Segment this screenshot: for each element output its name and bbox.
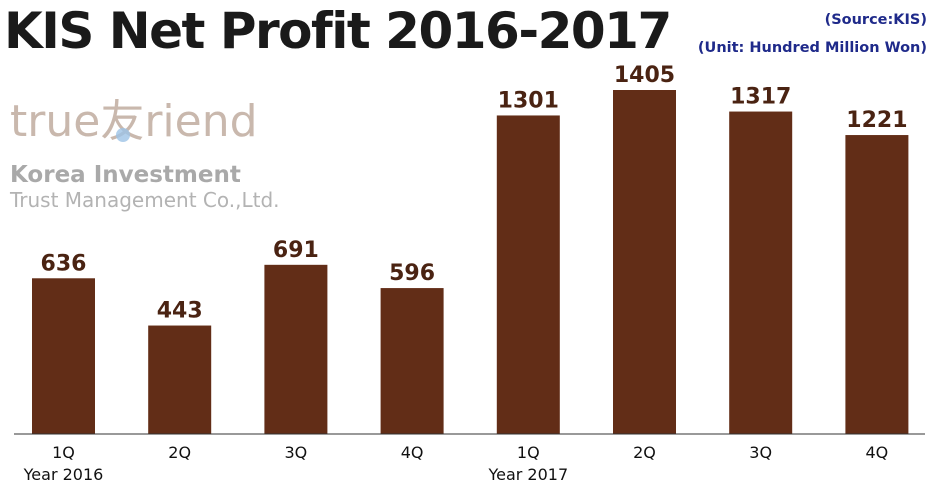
year-label-group: Year 2016 Year 2017 [23, 465, 568, 484]
bar-4 [380, 288, 444, 434]
source-note: (Source:KIS) [824, 12, 927, 28]
x-tick-label-3: 3Q [285, 443, 308, 462]
bar-group [32, 90, 909, 435]
data-label-5: 1301 [498, 88, 559, 113]
x-tick-label-6: 2Q [633, 443, 656, 462]
logo-company-subname: Trust Management Co.,Ltd. [10, 188, 280, 212]
data-label-8: 1221 [846, 108, 907, 133]
data-label-4: 596 [389, 261, 435, 286]
bar-1 [32, 278, 95, 434]
x-tick-label-1: 1Q [52, 443, 75, 462]
x-tick-label-4: 4Q [401, 443, 424, 462]
bar-3 [264, 264, 328, 434]
company-logo: true友 riend Korea Investment Trust Manage… [10, 100, 280, 213]
logo-glyph-icon: 友 [100, 96, 145, 147]
x-tick-label-2: 2Q [168, 443, 191, 462]
x-tick-label-8: 4Q [866, 443, 889, 462]
unit-note: (Unit: Hundred Million Won) [697, 40, 927, 56]
group-label-1: Year 2016 [23, 465, 104, 484]
bar-7 [729, 111, 793, 435]
logo-wordmark: true友 riend [10, 100, 280, 144]
bar-8 [845, 135, 909, 434]
x-tick-group: 1Q 2Q 3Q 4Q 1Q 2Q 3Q 4Q [52, 443, 888, 462]
data-label-2: 443 [157, 299, 203, 324]
value-label-group: 636 443 691 596 1301 1405 1317 1221 [41, 63, 908, 324]
bar-2 [148, 325, 212, 434]
chart-title: KIS Net Profit 2016-2017 [4, 2, 672, 60]
bar-6 [613, 90, 676, 434]
data-label-1: 636 [41, 251, 87, 276]
data-label-3: 691 [273, 238, 319, 263]
bar-5 [496, 115, 560, 434]
data-label-7: 1317 [730, 85, 791, 110]
logo-company-name: Korea Investment [10, 162, 241, 188]
logo-word-end: riend [144, 96, 258, 147]
x-tick-label-5: 1Q [517, 443, 540, 462]
data-label-6: 1405 [614, 63, 675, 88]
logo-word-start: true [10, 96, 101, 147]
group-label-2: Year 2017 [487, 465, 568, 484]
x-tick-label-7: 3Q [749, 443, 772, 462]
